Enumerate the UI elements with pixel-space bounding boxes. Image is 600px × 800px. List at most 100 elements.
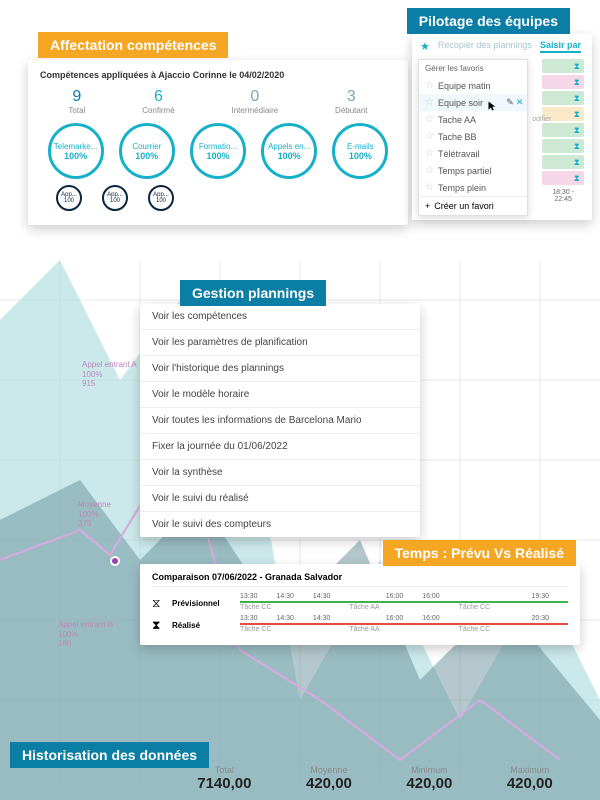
bottom-stat: Minimum420,00 [406,765,452,792]
schedule-row[interactable]: ⧗ [542,75,584,89]
star-icon: ☆ [425,97,434,108]
circle-name: Formatio... [199,142,237,151]
card-pilotage: ★ Recopier des plannings Saisir par Gére… [412,34,592,220]
tag-pilotage: Pilotage des équipes [407,8,570,34]
schedule-column: ⧗ ⧗ ⧗ ⧗ ⧗ ⧗ ⧗ ⧗ 18:30 - 22:45 [534,55,592,220]
affect-stat: 6Confirmé [142,88,174,115]
circle-name: Appels en... [268,142,310,151]
star-icon: ☆ [425,80,434,91]
circle-pct: 100% [349,151,372,161]
favorite-item[interactable]: ☆ Tache BB [419,128,527,145]
star-icon: ☆ [425,131,434,142]
row-icon: ⧗ [574,93,580,104]
hourglass-icon: ⧗ [152,618,164,633]
bottom-stat-label: Minimum [406,765,452,775]
tag-gestion: Gestion plannings [180,280,326,306]
star-icon: ☆ [425,182,434,193]
temps-row: ⧗ Réalisé 13:3014:3014:3016:0016:0020:30… [152,615,568,635]
favorite-item[interactable]: ☆Tache AAodifier [419,111,527,128]
affect-stat: 0Intermédiaire [232,88,279,115]
circle-name: E-mails [347,142,374,151]
favorite-item[interactable]: ☆ Temps partiel [419,162,527,179]
bottom-stat: Maximum420,00 [507,765,553,792]
row-icon: ⧗ [574,61,580,72]
gestion-menu-item[interactable]: Voir les paramètres de planification [140,330,420,356]
row-icon: ⧗ [574,157,580,168]
tag-historisation: Historisation des données [10,742,209,768]
bottom-stat: Moyenne420,00 [306,765,352,792]
gestion-menu-item[interactable]: Voir le suivi du réalisé [140,486,420,512]
chart-annotation: Appel entrant A 100% 915 [82,360,137,389]
affect-title: Compétences appliquées à Ajaccio Corinne… [40,70,396,80]
circle-pct: 100% [278,151,301,161]
favorite-item[interactable]: ☆Equipe matin [419,77,527,94]
gestion-menu-item[interactable]: Fixer la journée du 01/06/2022 [140,434,420,460]
schedule-row[interactable]: ⧗ [542,59,584,73]
competence-circle[interactable]: Formatio...100% [190,123,246,179]
gestion-menu-item[interactable]: Voir l'historique des plannings [140,356,420,382]
edit-icon[interactable]: ✎ [506,97,514,108]
favorite-label: Temps partiel [438,166,492,176]
star-icon: ☆ [425,165,434,176]
tag-temps: Temps : Prévu Vs Réalisé [383,540,576,566]
temps-timeline: 13:3014:3014:3016:0016:0019:30 Tâche CCT… [240,593,568,613]
gestion-menu-item[interactable]: Voir les compétences [140,304,420,330]
stat-number: 3 [335,88,367,106]
card-temps: Comparaison 07/06/2022 - Granada Salvado… [140,564,580,645]
stat-number: 6 [142,88,174,106]
temps-timeline: 13:3014:3014:3016:0016:0020:30 Tâche CCT… [240,615,568,635]
row-icon: ⧗ [574,109,580,120]
favorite-item[interactable]: ☆Temps plein [419,179,527,196]
circle-name: Courrier [132,142,161,151]
competence-circle[interactable]: Courrier100% [119,123,175,179]
competence-small-circle[interactable]: App...100 [56,185,82,211]
create-favorite-label: Créer un favori [434,201,494,211]
bottom-stat-value: 420,00 [406,775,452,792]
gestion-menu-item[interactable]: Voir toutes les informations de Barcelon… [140,408,420,434]
schedule-row[interactable]: ⧗ [542,171,584,185]
bottom-stat-value: 7140,00 [197,775,251,792]
competence-small-circle[interactable]: App...100 [148,185,174,211]
affect-stat: 9Total [68,88,85,115]
competence-circle[interactable]: Telemarke...100% [48,123,104,179]
competence-small-circle[interactable]: App...100 [102,185,128,211]
temps-label: Réalisé [172,621,232,630]
stat-number: 9 [68,88,85,106]
gestion-menu-item[interactable]: Voir le suivi des compteurs [140,512,420,537]
schedule-time: 18:30 - 22:45 [542,187,584,205]
gestion-menu-item[interactable]: Voir le modèle horaire [140,382,420,408]
favorite-item[interactable]: ☆Télétravail [419,145,527,162]
tab-saisir[interactable]: Saisir par [540,40,581,53]
favorite-item[interactable]: ☆Equipe soir✎✕ [419,94,527,111]
create-favorite[interactable]: + Créer un favori [419,196,527,215]
stat-label: Intermédiaire [232,106,279,115]
schedule-row[interactable]: ⧗ [542,155,584,169]
row-icon: ⧗ [574,141,580,152]
favorite-label: Tache BB [438,132,477,142]
star-icon[interactable]: ★ [420,40,430,53]
bottom-stat-value: 420,00 [306,775,352,792]
circle-name: Telemarke... [54,142,98,151]
hourglass-icon: ⧖ [152,596,164,611]
circle-pct: 100% [64,151,87,161]
competence-circle[interactable]: E-mails100% [332,123,388,179]
chart-annotation: Appel entrant B 100% 180 [58,620,113,649]
stat-label: Total [68,106,85,115]
plus-icon: + [425,201,430,211]
schedule-row[interactable]: ⧗ [542,91,584,105]
tab-recopier[interactable]: Recopier des plannings [438,40,532,53]
row-icon: ⧗ [574,125,580,136]
menu-title: Gérer les favoris [419,60,527,77]
stat-label: Débutant [335,106,367,115]
bottom-stats-row: Total7140,00Moyenne420,00Minimum420,00Ma… [170,765,580,792]
gestion-menu-item[interactable]: Voir la synthèse [140,460,420,486]
star-icon: ☆ [425,114,434,125]
schedule-row[interactable]: ⧗ [542,123,584,137]
temps-label: Prévisionnel [172,599,232,608]
competence-circle[interactable]: Appels en...100% [261,123,317,179]
close-icon[interactable]: ✕ [516,97,524,108]
chart-annotation: Moyenne 100% 375 [78,500,111,529]
card-affectation: Compétences appliquées à Ajaccio Corinne… [28,60,408,225]
schedule-row[interactable]: ⧗ [542,139,584,153]
circle-pct: 100% [135,151,158,161]
